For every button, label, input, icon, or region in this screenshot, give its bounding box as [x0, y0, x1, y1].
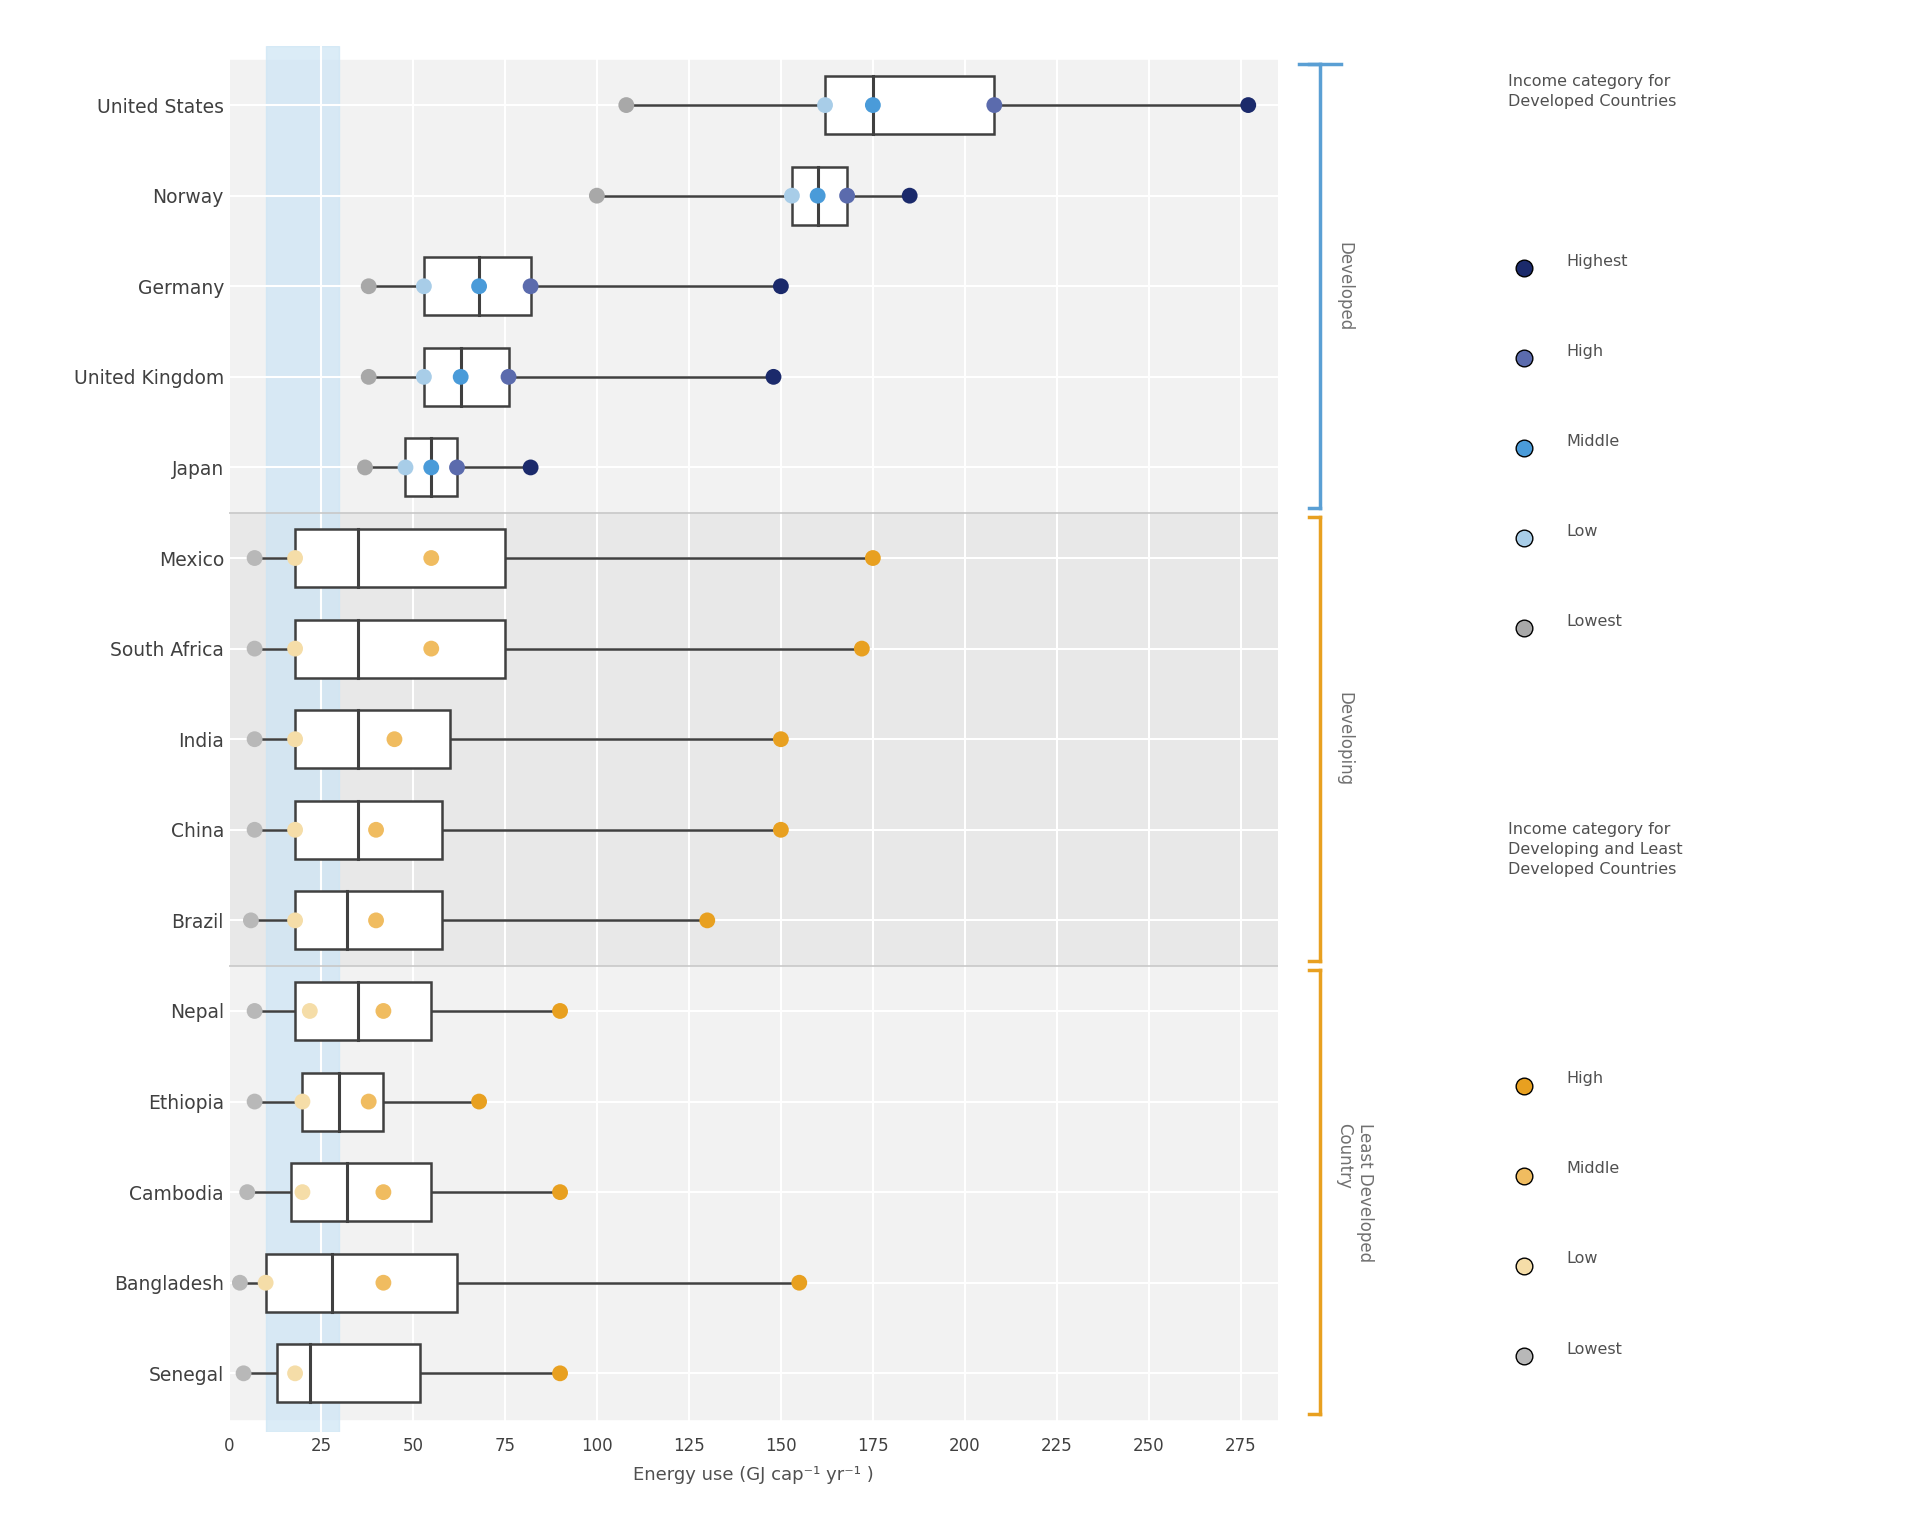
Point — [759, 365, 789, 390]
Point — [416, 545, 446, 570]
Point — [368, 1180, 399, 1204]
Point — [776, 183, 807, 208]
Text: Income category for
Developing and Least
Developed Countries: Income category for Developing and Least… — [1508, 822, 1684, 876]
Text: Highest: Highest — [1566, 254, 1627, 268]
Point — [360, 909, 391, 933]
Point — [353, 365, 383, 390]
Point — [408, 365, 439, 390]
Point — [353, 274, 383, 299]
Bar — [296, 710, 450, 768]
Point — [545, 1180, 576, 1204]
Bar — [265, 46, 339, 1432]
Point — [515, 456, 545, 480]
Point — [391, 456, 421, 480]
Bar — [423, 257, 530, 316]
Point — [803, 183, 833, 208]
Point — [446, 365, 477, 390]
Text: Least Developed
Country: Least Developed Country — [1335, 1123, 1375, 1261]
Text: Middle: Middle — [1566, 1161, 1619, 1177]
Point — [831, 183, 862, 208]
Point — [288, 1089, 318, 1113]
Point — [280, 909, 311, 933]
Text: High: High — [1566, 1072, 1604, 1086]
Bar — [277, 1344, 420, 1403]
Point — [545, 1361, 576, 1386]
Point — [894, 183, 925, 208]
Point — [368, 998, 399, 1023]
Bar — [265, 1254, 458, 1312]
Bar — [296, 530, 505, 587]
Point — [1234, 92, 1264, 117]
Point — [442, 456, 473, 480]
Point — [240, 727, 271, 752]
Point — [847, 636, 877, 661]
Point — [765, 818, 795, 842]
Point — [515, 274, 545, 299]
Bar — [826, 75, 994, 134]
Point — [408, 274, 439, 299]
Point — [810, 92, 841, 117]
Point — [858, 92, 889, 117]
Point — [240, 1089, 271, 1113]
Point — [463, 1089, 494, 1113]
Bar — [292, 1163, 431, 1221]
Bar — [296, 619, 505, 678]
Point — [240, 818, 271, 842]
Point — [280, 727, 311, 752]
Bar — [229, 513, 1278, 966]
Point — [692, 909, 723, 933]
Point — [360, 818, 391, 842]
Text: Low: Low — [1566, 1252, 1598, 1266]
Point — [280, 1361, 311, 1386]
Bar — [303, 1072, 383, 1130]
Point — [250, 1270, 280, 1295]
Point — [494, 365, 524, 390]
Bar — [229, 966, 1278, 1418]
Bar — [296, 892, 442, 949]
Point — [582, 183, 612, 208]
Text: Developing: Developing — [1335, 691, 1354, 787]
Bar — [296, 983, 431, 1040]
Bar — [296, 801, 442, 859]
Point — [280, 545, 311, 570]
Point — [229, 1361, 259, 1386]
Point — [858, 545, 889, 570]
Point — [294, 998, 324, 1023]
Point — [765, 274, 795, 299]
Text: Middle: Middle — [1566, 434, 1619, 448]
Point — [349, 456, 379, 480]
Point — [784, 1270, 814, 1295]
Point — [610, 92, 641, 117]
Point — [765, 727, 795, 752]
Bar — [423, 348, 509, 407]
Point — [280, 818, 311, 842]
Point — [240, 636, 271, 661]
Point — [978, 92, 1009, 117]
Point — [379, 727, 410, 752]
Point — [353, 1089, 383, 1113]
Point — [225, 1270, 256, 1295]
Text: Income category for
Developed Countries: Income category for Developed Countries — [1508, 74, 1676, 109]
Point — [463, 274, 494, 299]
Point — [288, 1180, 318, 1204]
Text: Low: Low — [1566, 524, 1598, 539]
Point — [240, 545, 271, 570]
Text: High: High — [1566, 343, 1604, 359]
Point — [545, 998, 576, 1023]
Point — [236, 909, 267, 933]
Point — [416, 456, 446, 480]
Point — [416, 636, 446, 661]
Bar — [791, 166, 847, 225]
Point — [280, 636, 311, 661]
Bar — [229, 60, 1278, 513]
Point — [368, 1270, 399, 1295]
Point — [240, 998, 271, 1023]
Point — [233, 1180, 263, 1204]
Text: Lowest: Lowest — [1566, 1341, 1623, 1357]
Text: Developed: Developed — [1335, 242, 1354, 331]
Bar — [406, 439, 458, 496]
X-axis label: Energy use (GJ cap⁻¹ yr⁻¹ ): Energy use (GJ cap⁻¹ yr⁻¹ ) — [633, 1466, 873, 1485]
Text: Lowest: Lowest — [1566, 614, 1623, 628]
